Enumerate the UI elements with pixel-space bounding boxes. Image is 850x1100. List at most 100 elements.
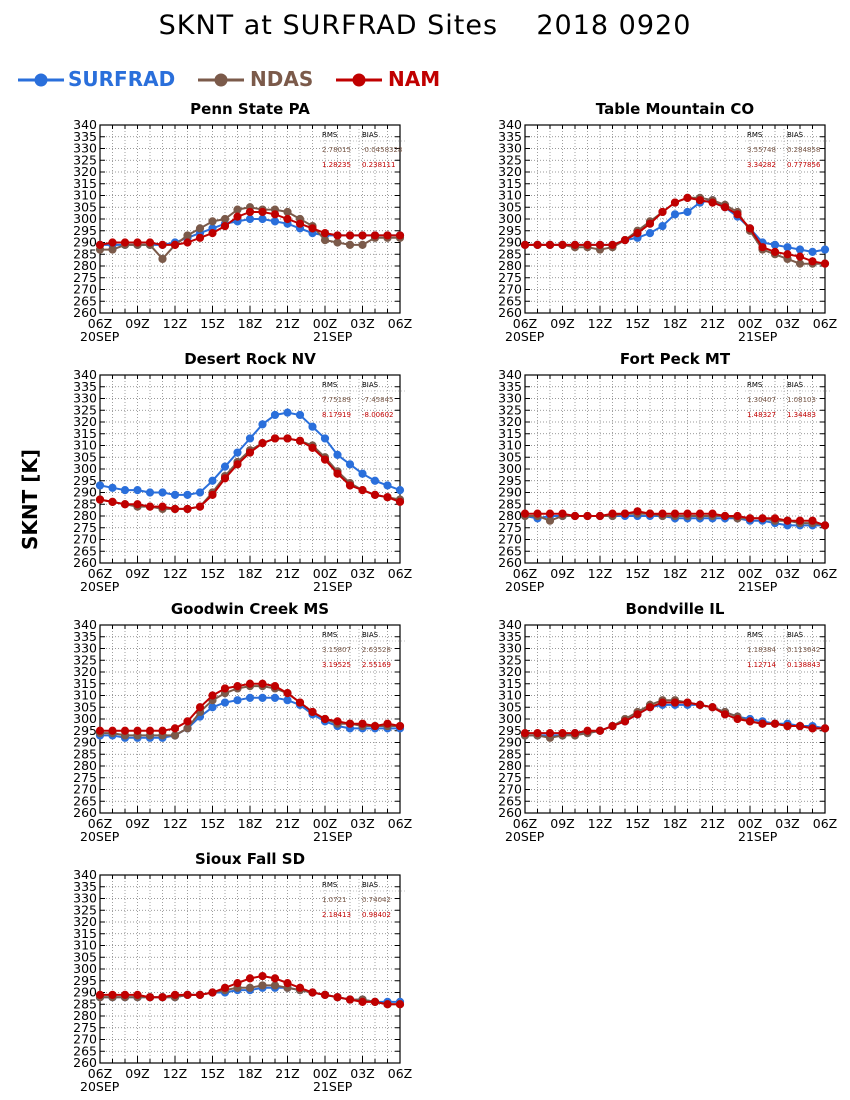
data-point	[108, 238, 117, 247]
stats-bias-ndas: -0.0458328	[362, 146, 402, 154]
data-point	[158, 726, 167, 735]
y-tick-label: 325	[73, 902, 97, 917]
stats-rms-nam: 1.28235	[322, 161, 351, 169]
stats-bias-nam: 0.238111	[362, 161, 395, 169]
data-point	[295, 436, 305, 445]
data-point	[233, 682, 242, 691]
data-point	[183, 231, 192, 240]
y-tick-label: 305	[498, 699, 522, 714]
data-point	[758, 719, 767, 728]
data-point	[145, 238, 155, 247]
x-tick-label: 21Z	[700, 816, 724, 831]
y-tick-label: 325	[73, 652, 97, 667]
y-tick-label: 260	[498, 555, 522, 570]
y-tick-label: 270	[73, 282, 97, 297]
stats-header-rms: RMS	[747, 631, 763, 639]
data-point	[320, 229, 330, 238]
y-tick-label: 330	[498, 141, 522, 156]
legend-label: NDAS	[250, 67, 314, 91]
data-point	[270, 434, 280, 443]
stats-bias-nam: -8.00602	[362, 411, 393, 419]
x-date-label: 21SEP	[313, 329, 353, 344]
data-point	[383, 1000, 392, 1009]
data-point	[683, 509, 692, 518]
data-point	[195, 502, 205, 511]
data-point	[208, 988, 217, 997]
data-point	[133, 486, 142, 495]
data-point	[270, 210, 280, 219]
panel-title: Bondville IL	[625, 600, 725, 618]
data-point	[608, 721, 617, 731]
y-tick-label: 340	[73, 367, 97, 382]
x-tick-label: 09Z	[550, 816, 574, 831]
y-tick-label: 325	[73, 152, 97, 167]
data-point	[183, 238, 192, 247]
y-tick-label: 280	[498, 258, 522, 273]
y-tick-label: 320	[498, 414, 522, 429]
y-tick-label: 305	[73, 449, 97, 464]
y-tick-label: 310	[73, 188, 97, 203]
data-point	[645, 703, 655, 712]
stats-rms-nam: 1.12714	[747, 661, 776, 669]
y-tick-label: 280	[73, 758, 97, 773]
x-tick-label: 06Z	[813, 816, 837, 831]
y-tick-label: 290	[73, 485, 97, 500]
x-tick-label: 21Z	[700, 316, 724, 331]
y-tick-label: 320	[498, 664, 522, 679]
x-tick-label: 06Z	[388, 316, 412, 331]
data-point	[583, 511, 592, 521]
x-tick-label: 00Z	[313, 316, 337, 331]
x-tick-label: 12Z	[163, 1066, 187, 1081]
data-point	[395, 1000, 405, 1009]
data-point	[258, 439, 267, 448]
data-point	[133, 500, 142, 509]
stats-bias-ndas: 0.284858	[787, 146, 820, 154]
x-tick-label: 18Z	[663, 316, 687, 331]
data-point	[783, 516, 792, 525]
data-point	[245, 679, 255, 688]
data-point	[633, 507, 642, 516]
data-point	[170, 504, 180, 514]
y-tick-label: 260	[73, 805, 97, 820]
x-tick-label: 21Z	[275, 316, 299, 331]
y-tick-label: 295	[498, 223, 522, 238]
panel-plot: 2602652702752802852902953003053103153203…	[73, 617, 412, 844]
y-tick-label: 275	[498, 270, 522, 285]
x-tick-label: 00Z	[313, 1066, 337, 1081]
y-tick-label: 285	[498, 246, 522, 261]
y-tick-label: 330	[498, 641, 522, 656]
y-tick-label: 275	[73, 770, 97, 785]
y-tick-label: 290	[498, 735, 522, 750]
data-point	[570, 729, 580, 738]
x-tick-label: 06Z	[513, 566, 537, 581]
x-tick-label: 06Z	[88, 566, 112, 581]
data-point	[808, 257, 817, 266]
data-point	[308, 988, 317, 997]
stats-bias-nam: 1.34483	[787, 411, 816, 419]
x-tick-label: 09Z	[125, 316, 149, 331]
data-point	[770, 719, 780, 728]
data-point	[358, 240, 367, 249]
chart-panel-sioux-fall-sd: Sioux Fall SD 260 265 270 275 280 285 290 295 300…	[20, 850, 420, 1095]
data-point	[545, 240, 555, 249]
data-point	[145, 488, 155, 497]
data-point	[120, 990, 130, 999]
data-point	[808, 516, 817, 525]
data-point	[558, 509, 567, 518]
y-tick-label: 330	[73, 641, 97, 656]
data-point	[233, 696, 242, 705]
data-point	[120, 500, 130, 509]
data-point	[345, 240, 355, 249]
data-point	[395, 486, 405, 495]
data-point	[333, 231, 342, 240]
data-point	[758, 514, 767, 523]
data-point	[245, 693, 255, 702]
stats-header-bias: BIAS	[787, 631, 804, 639]
data-point	[270, 974, 280, 983]
y-tick-label: 305	[73, 699, 97, 714]
stats-bias-nam: 0.777856	[787, 161, 821, 169]
panel-title: Sioux Fall SD	[194, 850, 306, 868]
data-point	[595, 511, 605, 521]
legend-swatch	[18, 73, 64, 87]
data-point	[108, 483, 117, 492]
